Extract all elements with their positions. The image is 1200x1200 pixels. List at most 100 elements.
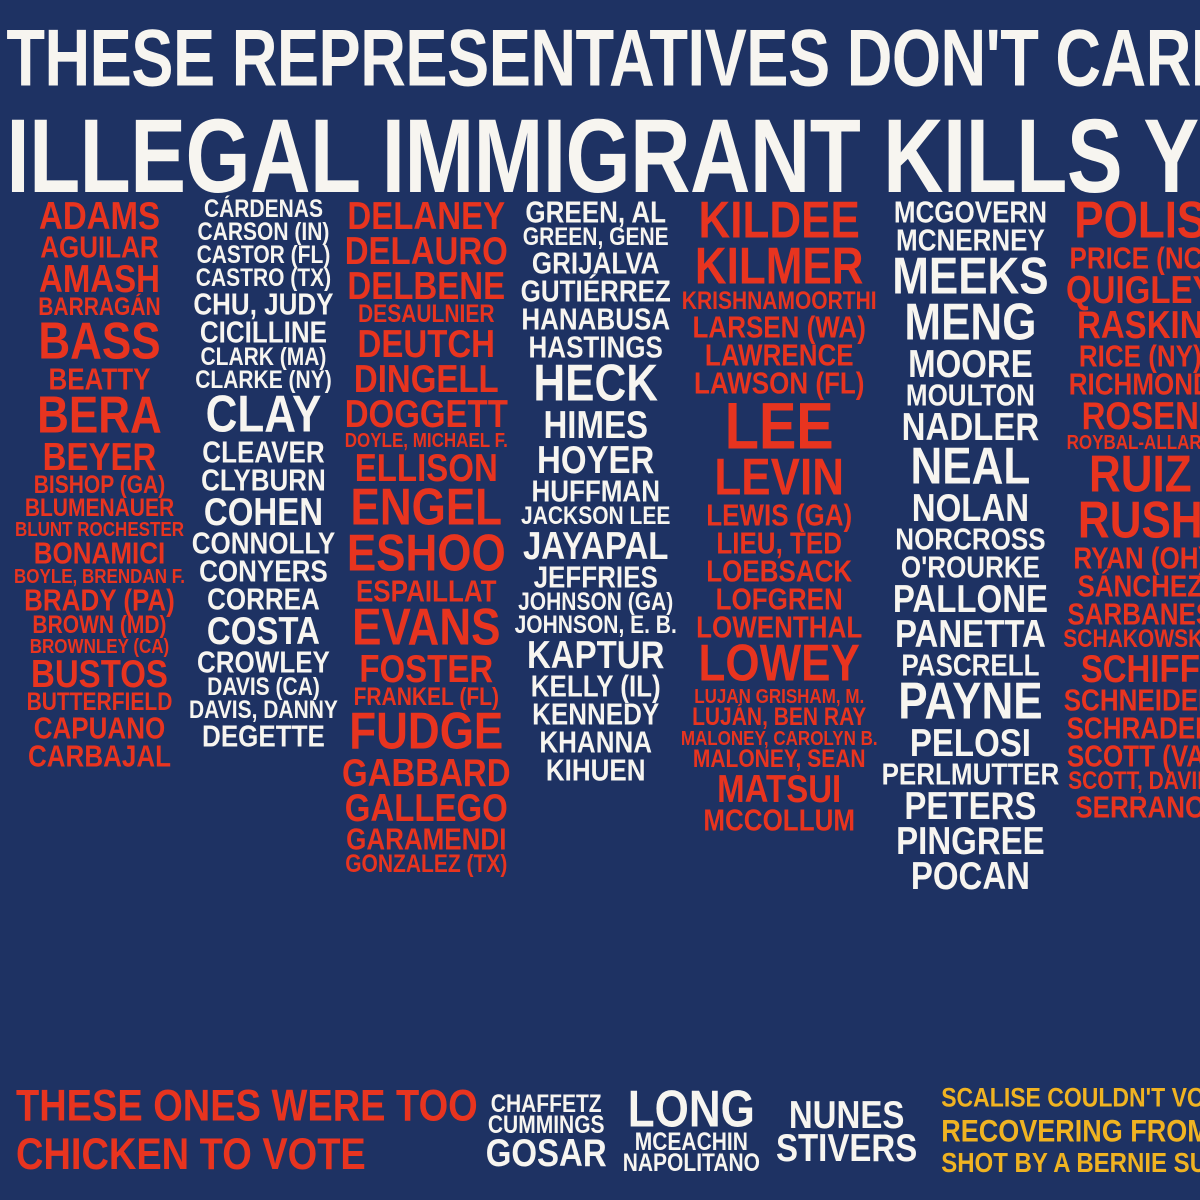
representative-name: GABBARD <box>341 751 511 795</box>
representative-name: ADAMS <box>38 194 160 238</box>
representative-name: LONG <box>627 1080 755 1139</box>
representative-name: LUJAN GRISHAM, M. <box>694 685 865 709</box>
representative-name: BRADY (PA) <box>24 582 175 619</box>
name-column: CÁRDENAS CARSON (IN) CASTOR (FL) CASTRO (TX… <box>187 198 340 755</box>
representative-name: RUIZ <box>1088 445 1192 504</box>
representative-name: DAVIS (CA) <box>207 674 320 702</box>
representative-name: CLAY <box>205 385 322 444</box>
representative-name: ESHOO <box>346 524 506 583</box>
name-column: KILDEE KILMER KRISHNAMOORTHI LARSEN (WA) LAW… <box>679 195 880 839</box>
representative-name: DELANEY <box>347 194 506 238</box>
representative-name: POLIS <box>1074 191 1200 250</box>
representative-name: SCHAKOWSKY <box>1063 626 1200 654</box>
representative-name: DEUTCH <box>357 322 496 366</box>
representative-name: SERRANO <box>1075 789 1200 826</box>
representative-name: BEYER <box>42 435 157 479</box>
representative-name: KIHUEN <box>545 752 646 789</box>
representative-name: MATSUI <box>717 767 842 811</box>
representative-name: PRICE (NC) <box>1069 240 1200 277</box>
representative-name: LOFGREN <box>715 581 843 618</box>
representative-name: NORCROSS <box>895 521 1046 558</box>
representative-name: ESPAILLAT <box>355 573 497 610</box>
headline-line-1: THESE REPRESENTATIVES DON'T CARE IF AN <box>6 14 1200 104</box>
chicken-callout: THESE ONES WERE TOO CHICKEN TO VOTE <box>16 1082 478 1180</box>
representative-name: MEEKS <box>892 247 1049 306</box>
representative-name: MALONEY, SEAN <box>692 746 866 774</box>
representative-name: LOEBSACK <box>706 553 853 590</box>
representative-name: CORREA <box>207 581 320 618</box>
representative-name: MOORE <box>908 342 1033 386</box>
representative-name: HANABUSA <box>521 301 671 338</box>
representative-name: RICHMOND <box>1068 366 1200 403</box>
representative-name: BUTTERFIELD <box>26 689 173 717</box>
representative-name: AMASH <box>38 257 160 301</box>
representative-name: FUDGE <box>349 702 504 761</box>
name-column: ADAMS AGUILAR AMASH BARRAGÁN BASS BEATTY BERA B… <box>12 194 187 771</box>
footer-name-group: NUNES STIVERS <box>768 1092 925 1167</box>
name-column: MCGOVERN MCNERNEY MEEKS MENG MOORE MOULTON NAD… <box>880 197 1062 898</box>
chicken-line-2: CHICKEN TO VOTE <box>16 1129 366 1180</box>
representative-name: BLUNT ROCHESTER <box>14 518 185 542</box>
representative-name: LIEU, TED <box>716 525 843 562</box>
representative-name: HIMES <box>543 403 648 447</box>
representative-name: RICE (NY) <box>1078 338 1200 375</box>
representative-name: BUSTOS <box>31 652 168 696</box>
scalise-line-3: SHOT BY A BERNIE SUPPORTER <box>941 1146 1200 1179</box>
representative-name: CUMMINGS <box>487 1111 605 1139</box>
representative-name: BERA <box>37 386 162 445</box>
representative-name: O'ROURKE <box>900 549 1040 586</box>
representative-name: SÁNCHEZ <box>1077 568 1200 605</box>
representative-name: BOYLE, BRENDAN F. <box>14 565 185 589</box>
representative-name: LEVIN <box>714 448 844 507</box>
representative-name: CASTRO (TX) <box>195 265 332 293</box>
footer: THESE ONES WERE TOO CHICKEN TO VOTE CHAF… <box>0 1068 1200 1200</box>
representative-name: GOSAR <box>485 1130 607 1174</box>
representative-name: DELBENE <box>347 264 506 308</box>
representative-name: NEAL <box>910 437 1031 496</box>
representative-name: CLARK (MA) <box>200 344 327 372</box>
representative-name: CICILLINE <box>199 314 327 351</box>
representative-name: DEGETTE <box>202 718 325 755</box>
representative-name: BROWN (MD) <box>32 612 167 640</box>
representative-name: KELLY (IL) <box>530 668 661 705</box>
representative-name: BASS <box>38 312 161 371</box>
representative-name: BISHOP (GA) <box>33 472 166 500</box>
representative-name: PALLONE <box>892 577 1049 621</box>
scalise-note: SCALISE COULDN'T VOTE AS HE IS RECOVERIN… <box>941 1081 1200 1180</box>
representative-name: MCCOLLUM <box>703 802 856 839</box>
representative-name: NADLER <box>901 405 1040 449</box>
representative-name: CHU, JUDY <box>193 286 334 323</box>
footer-name-group: LONG MCEACHIN NAPOLITANO <box>615 1083 768 1178</box>
representative-name: DOYLE, MICHAEL F. <box>344 429 508 453</box>
scalise-line-1: SCALISE COULDN'T VOTE AS HE IS <box>941 1081 1200 1112</box>
footer-name-group: CHAFFETZ CUMMINGS GOSAR <box>478 1092 615 1174</box>
representative-name: GREEN, AL <box>525 194 667 231</box>
representative-name: NUNES <box>788 1092 905 1137</box>
representative-name: ENGEL <box>350 478 503 537</box>
representative-name: PERLMUTTER <box>881 756 1060 793</box>
representative-name: HASTINGS <box>528 329 663 366</box>
representative-name: DINGELL <box>353 357 499 401</box>
representative-name: NOLAN <box>911 486 1030 530</box>
representative-name: COHEN <box>203 490 324 534</box>
representative-name: GUTIÉRREZ <box>520 273 671 310</box>
representative-name: JACKSON LEE <box>521 503 671 531</box>
representative-name: BROWNLEY (CA) <box>29 635 170 659</box>
representative-name: ROSEN <box>1081 394 1199 438</box>
representative-name: JOHNSON (GA) <box>518 589 674 617</box>
representative-name: GREEN, GENE <box>522 224 669 252</box>
representative-name: NAPOLITANO <box>622 1149 760 1178</box>
representative-name: CARSON (IN) <box>197 219 330 247</box>
representative-name: BEATTY <box>48 361 151 398</box>
representative-name: MOULTON <box>905 377 1035 414</box>
representative-name: AGUILAR <box>40 229 159 266</box>
representative-name: LEWIS (GA) <box>706 497 853 534</box>
representative-name: CONYERS <box>199 553 328 590</box>
scalise-line-2: RECOVERING FROM BEING <box>941 1112 1200 1148</box>
representative-name: POCAN <box>910 854 1031 898</box>
representative-name: DESAULNIER <box>358 301 495 329</box>
representative-name: PETERS <box>904 784 1037 828</box>
representative-name: JEFFRIES <box>533 559 658 596</box>
representative-name: DAVIS, DANNY <box>188 697 338 725</box>
